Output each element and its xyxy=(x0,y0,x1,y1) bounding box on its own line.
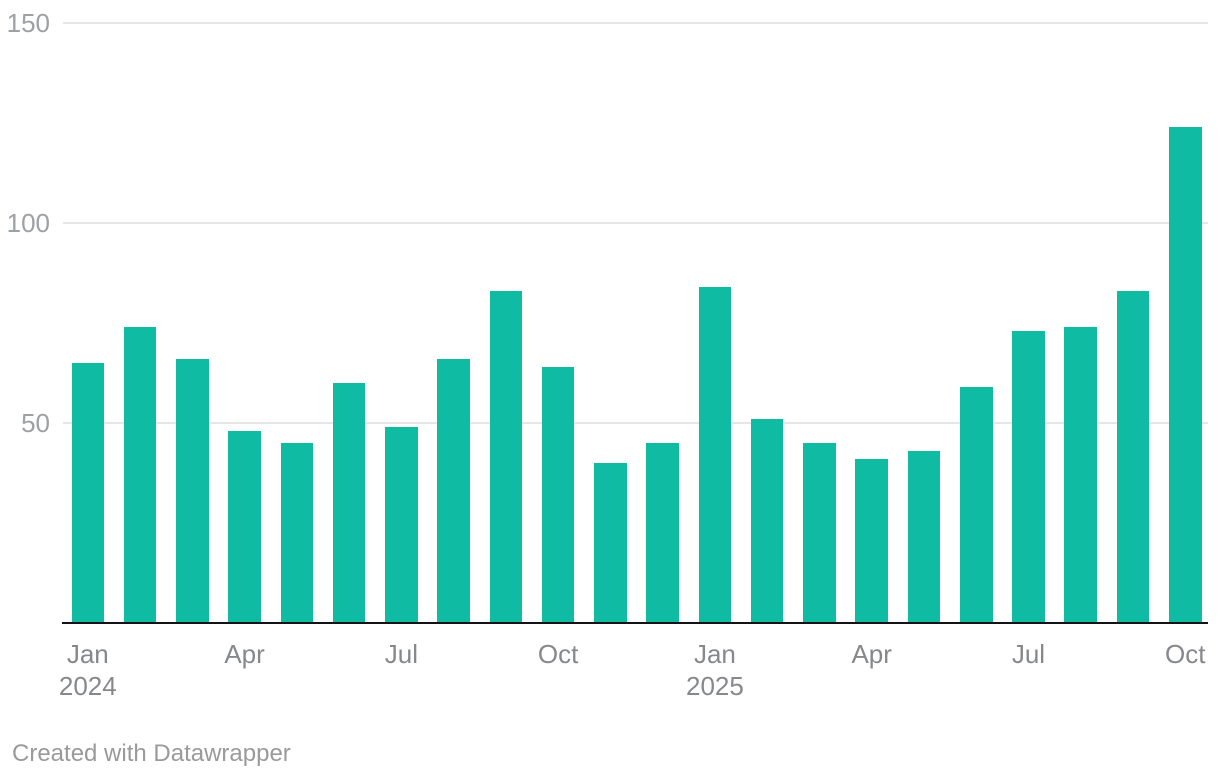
x-axis-tick-label: Jan xyxy=(66,639,109,669)
bar-sep-2024[interactable] xyxy=(489,291,523,623)
y-axis-tick-label: 100 xyxy=(6,208,50,238)
bar-mar-2025[interactable] xyxy=(803,443,836,623)
y-axis-tick-label: 150 xyxy=(6,8,50,38)
bar-feb-2025[interactable] xyxy=(750,419,784,623)
gridline xyxy=(63,22,1208,24)
bar-jul-2025[interactable] xyxy=(1012,331,1045,623)
bar-may-2025[interactable] xyxy=(907,451,941,623)
bar-feb-2024[interactable] xyxy=(123,327,157,623)
bar-jun-2024[interactable] xyxy=(332,383,366,623)
bar-jun-2025[interactable] xyxy=(959,387,993,623)
x-axis-tick-label: Jul xyxy=(384,639,418,669)
bar-nov-2024[interactable] xyxy=(594,463,627,623)
y-axis-tick-label: 50 xyxy=(21,408,50,438)
bar-jul-2024[interactable] xyxy=(385,427,418,623)
bar-oct-2025[interactable] xyxy=(1168,127,1202,623)
bar-dec-2024[interactable] xyxy=(646,443,679,623)
bar-mar-2024[interactable] xyxy=(176,359,209,623)
gridline xyxy=(63,422,1208,424)
bar-sep-2025[interactable] xyxy=(1116,291,1150,623)
datawrapper-credit-link[interactable]: Created with Datawrapper xyxy=(12,740,291,767)
bar-apr-2025[interactable] xyxy=(855,459,888,623)
bar-oct-2024[interactable] xyxy=(541,367,575,623)
bar-jan-2025[interactable] xyxy=(698,287,732,623)
bar-aug-2024[interactable] xyxy=(437,359,470,623)
bar-may-2024[interactable] xyxy=(280,443,314,623)
bar-apr-2024[interactable] xyxy=(228,431,261,623)
x-axis-tick-label: Apr xyxy=(851,639,892,669)
bar-aug-2025[interactable] xyxy=(1064,327,1098,623)
x-axis-year-label: 2025 xyxy=(685,671,744,701)
x-axis-tick-label: Oct xyxy=(1165,639,1206,669)
x-axis-tick-label: Oct xyxy=(537,639,579,669)
x-axis-line xyxy=(62,621,1208,624)
x-axis-tick-label: Jan xyxy=(693,639,736,669)
x-axis-year-label: 2024 xyxy=(58,671,117,701)
x-axis-tick-label: Jul xyxy=(1011,639,1046,669)
gridline xyxy=(63,222,1208,224)
bar-jan-2024[interactable] xyxy=(71,363,105,623)
x-axis-tick-label: Apr xyxy=(224,639,265,669)
